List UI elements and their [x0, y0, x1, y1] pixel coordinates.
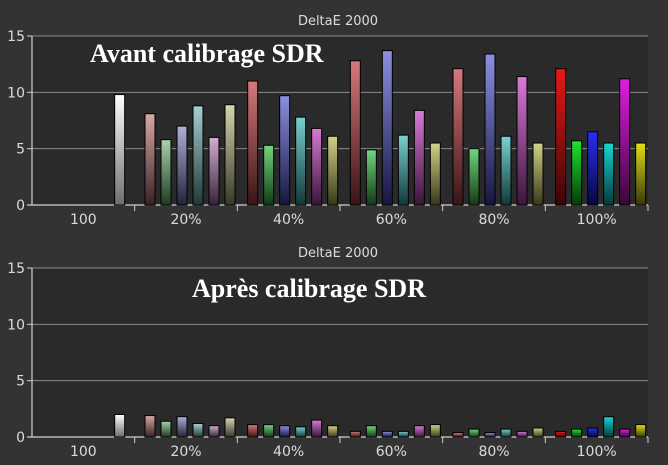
bar-magenta: [311, 419, 323, 438]
bar-red: [349, 430, 361, 438]
bar-magenta: [619, 78, 631, 206]
bar-magenta: [413, 425, 425, 438]
bar-green: [160, 420, 172, 438]
bar-green: [160, 139, 172, 206]
bar-red: [144, 415, 156, 438]
bar-cyan: [500, 135, 512, 206]
y-tick-label: 5: [16, 142, 25, 158]
bar-blue: [381, 430, 393, 438]
y-tick-label: 0: [16, 430, 25, 446]
bar-blue: [176, 416, 188, 438]
bar-green: [468, 428, 480, 438]
bar-yellow: [635, 424, 647, 438]
bar-blue: [587, 427, 599, 438]
bar-green: [365, 425, 377, 438]
bar-magenta: [413, 109, 425, 206]
x-tick-label: 100: [70, 212, 97, 228]
bar-red: [247, 424, 259, 438]
y-tick-label: 0: [16, 198, 25, 214]
bar-yellow: [532, 142, 544, 206]
bar-red: [349, 60, 361, 206]
x-tick-label: 60%: [376, 444, 407, 460]
bar-yellow: [224, 104, 236, 206]
x-tick-label: 20%: [170, 212, 201, 228]
x-tick-label: 20%: [170, 444, 201, 460]
bar-red: [555, 68, 567, 206]
bar-yellow: [635, 142, 647, 206]
plot-area: [32, 36, 648, 205]
chart-title: DeltaE 2000: [298, 14, 378, 29]
bar-red: [144, 113, 156, 206]
bar-cyan: [500, 428, 512, 438]
bar-magenta: [311, 127, 323, 206]
bar-yellow: [429, 142, 441, 206]
y-tick-label: 5: [16, 374, 25, 390]
bar-cyan: [295, 116, 307, 206]
bar-cyan: [295, 426, 307, 438]
bar-blue: [587, 131, 599, 206]
x-tick-label: 60%: [376, 212, 407, 228]
bar-cyan: [192, 105, 204, 206]
bar-yellow: [327, 135, 339, 206]
bar-yellow: [532, 427, 544, 438]
plot-area: [32, 268, 648, 437]
x-tick-label: 40%: [273, 212, 304, 228]
bar-blue: [279, 95, 291, 206]
bar-cyan: [397, 430, 409, 438]
x-tick-label: 80%: [478, 212, 509, 228]
bar-blue: [484, 53, 496, 206]
bar-blue: [176, 125, 188, 206]
bar-green: [365, 149, 377, 206]
bar-red: [452, 68, 464, 206]
bar-green: [263, 144, 275, 206]
bar-green: [571, 428, 583, 438]
y-tick-label: 10: [7, 85, 25, 101]
bar-cyan: [603, 142, 615, 206]
bar-magenta: [516, 430, 528, 438]
x-tick-label: 100%: [577, 444, 617, 460]
bar-yellow: [327, 425, 339, 438]
x-tick-label: 100%: [577, 212, 617, 228]
bar-green: [263, 424, 275, 438]
x-tick-label: 100: [70, 444, 97, 460]
x-tick-label: 40%: [273, 444, 304, 460]
y-tick-label: 15: [7, 29, 25, 45]
bar-yellow: [429, 424, 441, 438]
bar-magenta: [619, 428, 631, 438]
x-tick-label: 80%: [478, 444, 509, 460]
bar-white: [114, 413, 126, 438]
bar-magenta: [516, 76, 528, 206]
bar-blue: [381, 50, 393, 206]
y-tick-label: 15: [7, 261, 25, 277]
bar-yellow: [224, 417, 236, 438]
chart-before-calibration: DeltaE 2000 0 5 10 15 100 20% 40% 60% 80% 100% Avan…: [7, 14, 649, 228]
bar-cyan: [603, 416, 615, 438]
bar-green: [468, 148, 480, 206]
bar-green: [571, 140, 583, 206]
calibration-caption: Après calibrage SDR: [192, 274, 426, 303]
chart-title: DeltaE 2000: [298, 246, 378, 261]
bar-red: [247, 80, 259, 206]
bar-magenta: [208, 136, 220, 206]
chart-after-calibration: DeltaE 2000 0 5 10 15 100 20% 40% 60% 80% 100% Aprè…: [7, 246, 649, 460]
bar-red: [555, 430, 567, 438]
bar-cyan: [192, 422, 204, 438]
calibration-caption: Avant calibrage SDR: [90, 39, 324, 68]
bar-cyan: [397, 134, 409, 206]
bar-blue: [279, 425, 291, 438]
bar-blue: [484, 431, 496, 438]
bar-magenta: [208, 425, 220, 438]
bar-white: [114, 94, 126, 206]
y-tick-label: 10: [7, 317, 25, 333]
bar-red: [452, 431, 464, 438]
